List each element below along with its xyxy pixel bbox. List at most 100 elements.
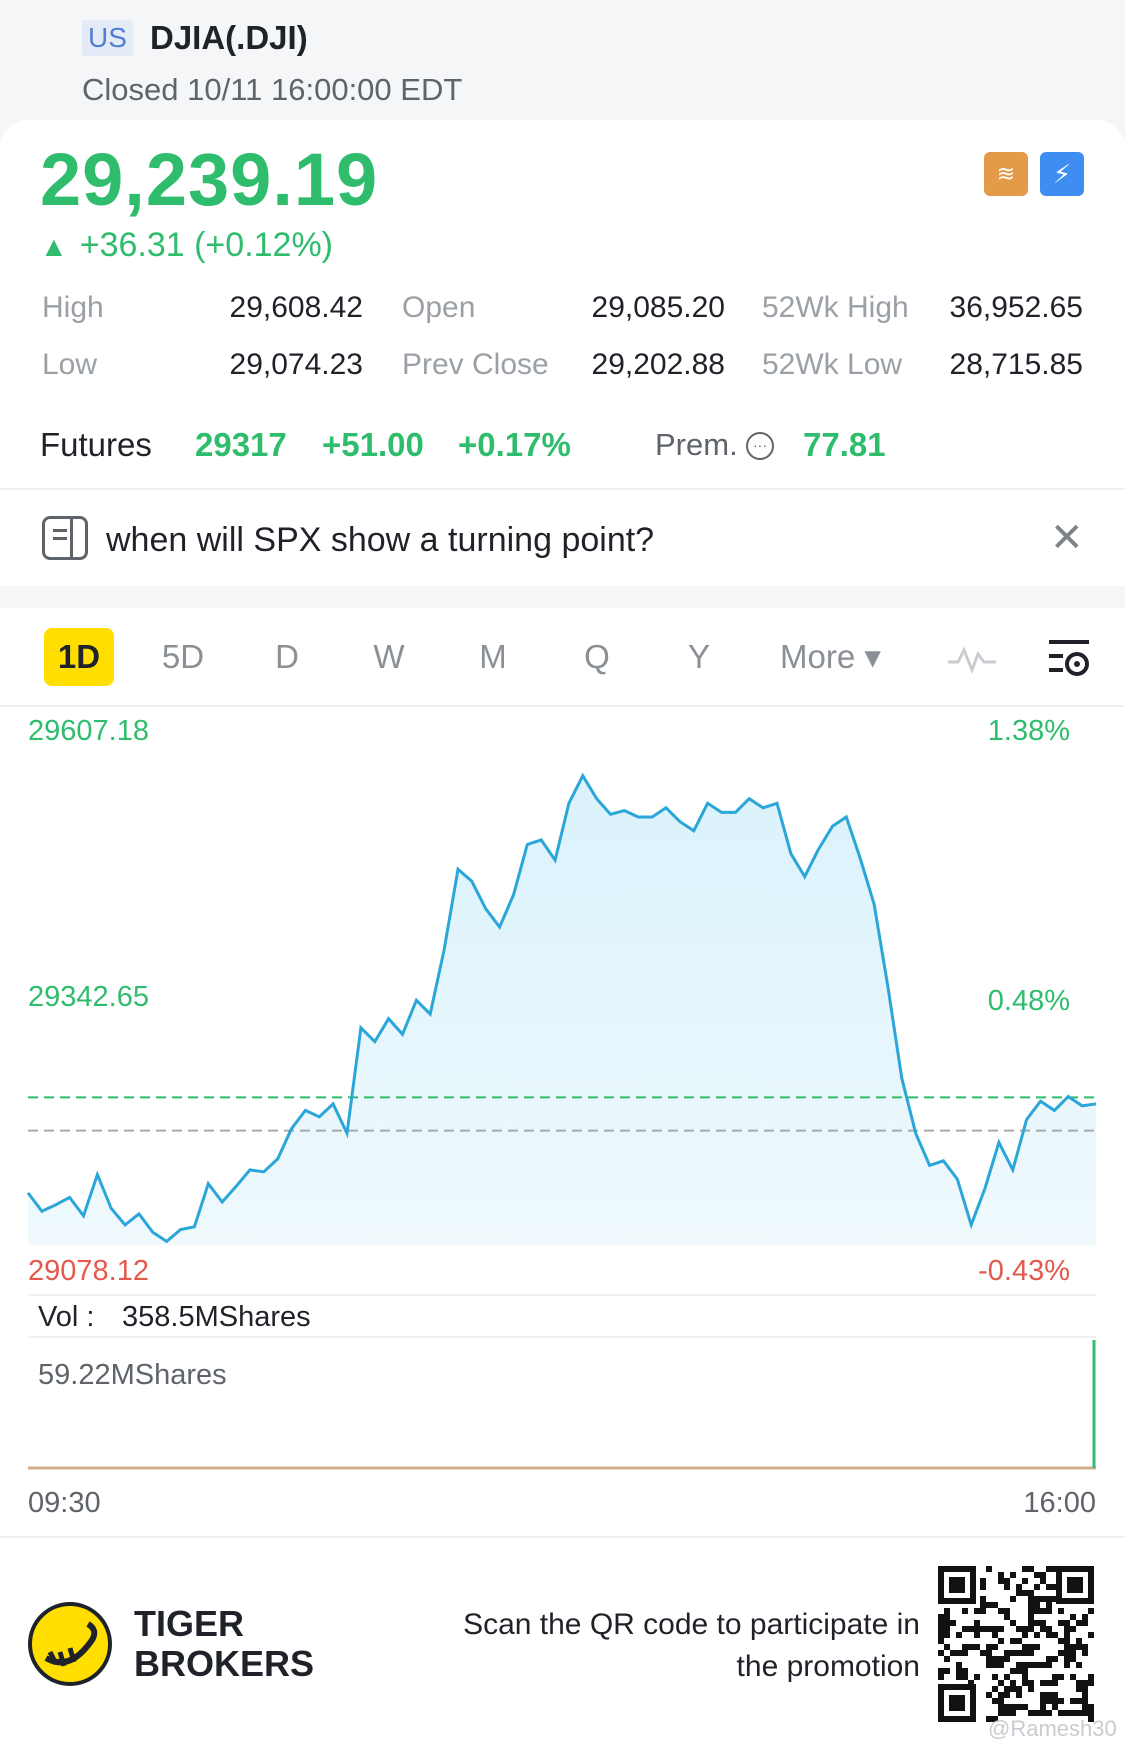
tab-1d[interactable]: 1D (44, 628, 114, 686)
qr-module (1058, 1710, 1064, 1716)
qr-module (1076, 1620, 1082, 1626)
qr-module (1010, 1572, 1016, 1578)
x-axis-end-label: 16:00 (1023, 1487, 1096, 1519)
tab-d[interactable]: D (275, 638, 299, 675)
qr-module (1034, 1596, 1040, 1602)
qr-module (1016, 1584, 1022, 1590)
tab-y[interactable]: Y (687, 638, 710, 675)
qr-module (1088, 1710, 1094, 1716)
qr-module (944, 1620, 950, 1626)
tab-m[interactable]: M (479, 638, 507, 675)
last-price: 29,239.19 (40, 138, 379, 221)
divider (0, 1536, 1125, 1538)
qr-module (992, 1674, 998, 1680)
question-banner[interactable] (0, 490, 1125, 586)
close-icon[interactable]: ✕ (1050, 516, 1084, 560)
qr-module (998, 1704, 1004, 1710)
qr-module (1004, 1650, 1010, 1656)
level2-book-icon[interactable]: ≋ (984, 152, 1028, 196)
indicator-wave-icon[interactable] (946, 640, 998, 676)
tab-more-dropdown[interactable]: More ▾ (780, 638, 881, 675)
qr-module (944, 1632, 950, 1638)
tab-w[interactable]: W (373, 638, 405, 675)
qr-module (1004, 1584, 1010, 1590)
qr-module (998, 1662, 1004, 1668)
qr-module (1082, 1686, 1088, 1692)
qr-module (1022, 1704, 1028, 1710)
qr-module (1082, 1644, 1088, 1650)
qr-module (938, 1674, 944, 1680)
qr-module (1046, 1698, 1052, 1704)
qr-module (1064, 1638, 1070, 1644)
qr-module (1040, 1710, 1046, 1716)
lightning-icon[interactable]: ⚡ (1040, 152, 1084, 196)
qr-module (938, 1668, 944, 1674)
info-dots-icon[interactable]: ··· (746, 432, 774, 460)
qr-module (1016, 1626, 1022, 1632)
qr-module (1040, 1626, 1046, 1632)
qr-module (938, 1638, 944, 1644)
qr-module (1028, 1566, 1034, 1572)
qr-module (998, 1692, 1004, 1698)
qr-module (1004, 1704, 1010, 1710)
premium-label: Prem. (655, 427, 738, 462)
qr-module (986, 1626, 992, 1632)
qr-module (1034, 1602, 1040, 1608)
qr-module (1004, 1656, 1010, 1662)
qr-module (1022, 1674, 1028, 1680)
qr-module (1016, 1590, 1022, 1596)
qr-code[interactable] (936, 1564, 1096, 1724)
futures-change: +51.00 (322, 426, 424, 463)
intraday-chart[interactable]: 29607.18 1.38% 29342.65 0.48% 29078.12 -… (0, 706, 1125, 1556)
qr-module (974, 1674, 980, 1680)
qr-module (980, 1650, 986, 1656)
tab-q[interactable]: Q (584, 638, 610, 675)
qr-module (950, 1650, 956, 1656)
qr-module (1076, 1644, 1082, 1650)
qr-module (980, 1608, 986, 1614)
qr-module (974, 1620, 980, 1626)
qr-module (992, 1656, 998, 1662)
futures-price[interactable]: 29317 (195, 426, 287, 463)
brand-name: TIGER BROKERS (134, 1603, 315, 1684)
pct-axis-bottom-label: -0.43% (978, 1255, 1070, 1287)
question-text[interactable]: when will SPX show a turning point? (106, 521, 655, 559)
qr-module (1082, 1620, 1088, 1626)
qr-module (1034, 1662, 1040, 1668)
qr-module (1004, 1608, 1010, 1614)
qr-module (1064, 1626, 1070, 1632)
chart-settings-icon[interactable] (1045, 636, 1093, 680)
qr-module (1064, 1710, 1070, 1716)
qr-module (1088, 1674, 1094, 1680)
qr-module (1082, 1710, 1088, 1716)
qr-module (1004, 1710, 1010, 1716)
qr-module (1082, 1692, 1088, 1698)
qr-module (1046, 1656, 1052, 1662)
qr-module (1088, 1680, 1094, 1686)
qr-module (1052, 1656, 1058, 1662)
qr-module (1058, 1650, 1064, 1656)
qr-module (1022, 1590, 1028, 1596)
qr-module (1076, 1638, 1082, 1644)
qr-module (992, 1602, 998, 1608)
qr-module (956, 1668, 962, 1674)
qr-module (1010, 1596, 1016, 1602)
qr-module (980, 1626, 986, 1632)
qr-module (986, 1656, 992, 1662)
qr-module (1022, 1626, 1028, 1632)
qr-module (992, 1644, 998, 1650)
qr-module (1004, 1674, 1010, 1680)
tab-5d[interactable]: 5D (161, 638, 205, 675)
qr-module (944, 1614, 950, 1620)
qr-module (992, 1632, 998, 1638)
futures-change-pct: +0.17% (458, 426, 571, 463)
qr-module (1070, 1656, 1076, 1662)
qr-module (1058, 1608, 1064, 1614)
qr-module (1052, 1704, 1058, 1710)
divider (0, 488, 1125, 490)
qr-module (1082, 1698, 1088, 1704)
document-icon (42, 516, 88, 560)
qr-module (1046, 1584, 1052, 1590)
qr-module (974, 1644, 980, 1650)
qr-module (1034, 1584, 1040, 1590)
